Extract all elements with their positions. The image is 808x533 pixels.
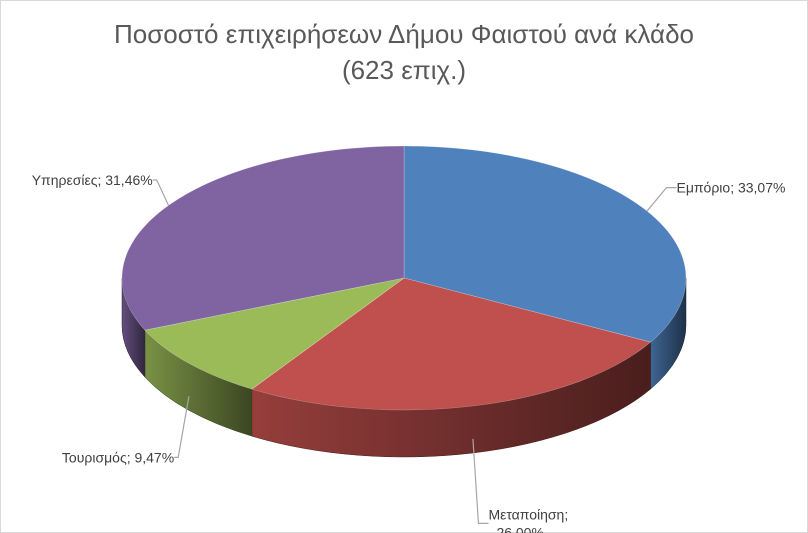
data-label-Εμπόριο: Εμπόριο; 33,07%	[676, 180, 785, 196]
data-label-Μεταποίηση: Μεταποίηση; 26,00%	[488, 506, 568, 533]
data-label-Υπηρεσίες: Υπηρεσίες; 31,46%	[32, 172, 153, 188]
pie-slice-Τουρισμός	[144, 277, 405, 390]
pie-slice-Υπηρεσίες	[121, 145, 405, 331]
leader-line-Υπηρεσίες	[152, 179, 170, 206]
data-label-Τουρισμός: Τουρισμός; 9,47%	[62, 449, 174, 465]
chart-title-block: Ποσοστό επιχειρήσεων Δήμου Φαιστού ανά κ…	[0, 16, 808, 88]
chart-title: Ποσοστό επιχειρήσεων Δήμου Φαιστού ανά κ…	[113, 19, 694, 49]
leader-line-Εμπόριο	[646, 187, 677, 212]
leader-line-Τουρισμός	[174, 396, 190, 458]
chart-subtitle: (623 επιχ.)	[341, 55, 467, 85]
leader-line-Μεταποίηση	[472, 438, 489, 524]
pie-slice-Μεταποίηση	[251, 277, 652, 411]
